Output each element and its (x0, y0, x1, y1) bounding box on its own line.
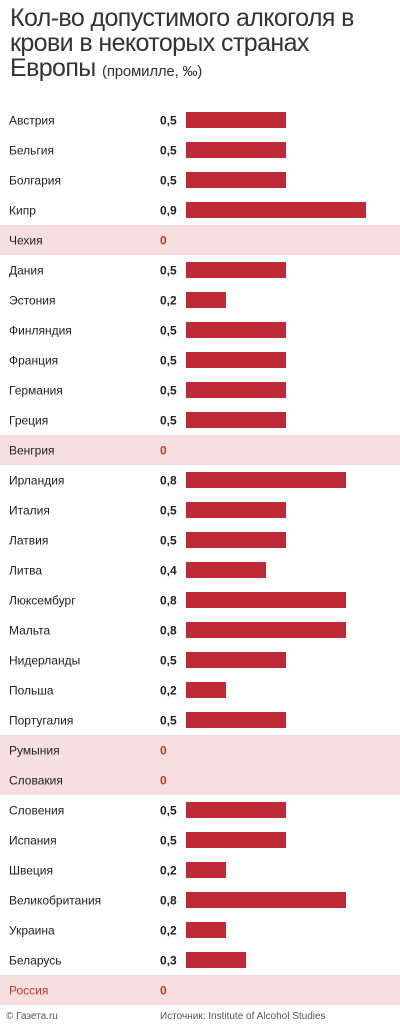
category-label: Украина (9, 924, 55, 938)
value-label: 0,5 (160, 324, 177, 338)
category-label: Испания (9, 834, 57, 848)
chart-title: Кол-во допустимого алкоголя в крови в не… (10, 6, 390, 84)
bar (186, 532, 286, 548)
category-label: Франция (9, 354, 58, 368)
category-label: Словения (9, 804, 64, 818)
category-label: Беларусь (9, 954, 61, 968)
bar (186, 382, 286, 398)
category-label: Россия (9, 984, 48, 998)
category-label: Дания (9, 264, 44, 278)
bar (186, 352, 286, 368)
category-label: Ирландия (9, 474, 64, 488)
value-label: 0,5 (160, 654, 177, 668)
value-label: 0,5 (160, 144, 177, 158)
bar (186, 712, 286, 728)
category-label: Румыния (9, 744, 60, 758)
bar (186, 652, 286, 668)
bar (186, 562, 266, 578)
bar (186, 622, 346, 638)
value-label: 0,4 (160, 564, 177, 578)
value-label: 0,3 (160, 954, 177, 968)
category-label: Люксембург (9, 594, 76, 608)
brand-credit: © Газета.ru (6, 1011, 58, 1022)
category-label: Польша (9, 684, 54, 698)
bar (186, 922, 226, 938)
zero-row-highlight (0, 225, 400, 255)
category-label: Великобритания (9, 894, 101, 908)
bar (186, 322, 286, 338)
bar (186, 112, 286, 128)
value-label: 0,5 (160, 114, 177, 128)
category-label: Болгария (9, 174, 61, 188)
chart-title-unit: (промилле, ‰) (102, 63, 203, 80)
bar (186, 262, 286, 278)
value-label: 0,2 (160, 684, 177, 698)
category-label: Швеция (9, 864, 53, 878)
bar (186, 592, 346, 608)
value-label: 0 (160, 984, 167, 998)
bar (186, 862, 226, 878)
value-label: 0,5 (160, 174, 177, 188)
bar (186, 832, 286, 848)
category-label: Германия (9, 384, 63, 398)
category-label: Финляндия (9, 324, 72, 338)
value-label: 0,5 (160, 714, 177, 728)
zero-row-highlight (0, 435, 400, 465)
category-label: Кипр (9, 204, 36, 218)
category-label: Мальта (9, 624, 50, 638)
value-label: 0,8 (160, 594, 177, 608)
value-label: 0,5 (160, 504, 177, 518)
value-label: 0 (160, 444, 167, 458)
value-label: 0 (160, 774, 167, 788)
bar (186, 892, 346, 908)
category-label: Португалия (9, 714, 73, 728)
value-label: 0,8 (160, 474, 177, 488)
value-label: 0 (160, 234, 167, 248)
bar (186, 952, 246, 968)
bar (186, 412, 286, 428)
bar (186, 802, 286, 818)
bar (186, 682, 226, 698)
value-label: 0,5 (160, 834, 177, 848)
value-label: 0,2 (160, 294, 177, 308)
source-credit: Источник: Institute of Alcohol Studies (160, 1011, 326, 1022)
bar (186, 202, 366, 218)
category-label: Венгрия (9, 444, 55, 458)
footer: © Газета.ru Источник: Institute of Alcoh… (0, 1011, 400, 1027)
value-label: 0,5 (160, 534, 177, 548)
bar (186, 472, 346, 488)
value-label: 0 (160, 744, 167, 758)
category-label: Словакия (9, 774, 63, 788)
category-label: Австрия (9, 114, 55, 128)
value-label: 0,5 (160, 804, 177, 818)
bar (186, 502, 286, 518)
value-label: 0,5 (160, 384, 177, 398)
category-label: Греция (9, 414, 48, 428)
bar (186, 172, 286, 188)
zero-row-highlight (0, 975, 400, 1005)
value-label: 0,5 (160, 264, 177, 278)
value-label: 0,5 (160, 414, 177, 428)
value-label: 0,2 (160, 864, 177, 878)
bar (186, 292, 226, 308)
value-label: 0,2 (160, 924, 177, 938)
category-label: Италия (9, 504, 50, 518)
category-label: Чехия (9, 234, 43, 248)
category-label: Латвия (9, 534, 48, 548)
category-label: Литва (9, 564, 42, 578)
value-label: 0,9 (160, 204, 177, 218)
value-label: 0,8 (160, 894, 177, 908)
category-label: Бельгия (9, 144, 54, 158)
zero-row-highlight (0, 765, 400, 795)
chart-title-main: Кол-во допустимого алкоголя в крови в не… (10, 4, 354, 82)
category-label: Эстония (9, 294, 56, 308)
value-label: 0,8 (160, 624, 177, 638)
value-label: 0,5 (160, 354, 177, 368)
zero-row-highlight (0, 735, 400, 765)
bar (186, 142, 286, 158)
category-label: Нидерланды (9, 654, 80, 668)
